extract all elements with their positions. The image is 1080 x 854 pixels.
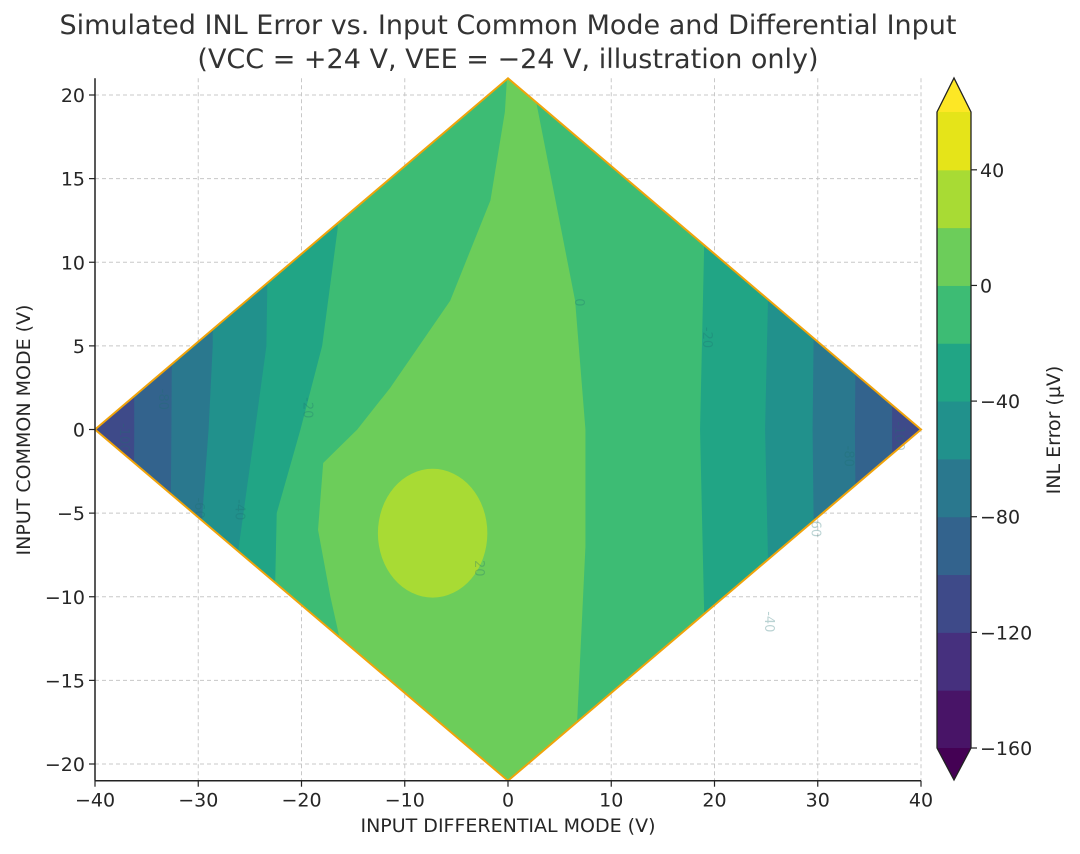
contour-label: 0 [571, 298, 586, 306]
colorbar-tick-label: 0 [980, 275, 992, 297]
y-tick-label: −5 [57, 503, 85, 525]
colorbar-band [937, 343, 971, 402]
colorbar-band [937, 632, 971, 691]
contour-label: -100 [891, 421, 906, 451]
contour-label: 20 [471, 560, 486, 577]
colorbar-band [937, 458, 971, 518]
colorbar-band [937, 227, 971, 286]
colorbar-tick-label: 40 [980, 160, 1004, 182]
y-tick-label: −15 [45, 670, 85, 692]
contour-band [318, 78, 586, 781]
colorbar-band [937, 690, 971, 749]
axes: −40 −30 −20 −10 0 10 20 30 40 −20 −15 −10 −5 0 5 10 15 20 [45, 78, 933, 812]
contour-band [377, 468, 488, 598]
contour-label: -20 [699, 327, 714, 348]
x-tick-label: −10 [385, 790, 425, 812]
x-tick-label: 10 [599, 790, 623, 812]
colorbar-tick-label: −40 [980, 391, 1020, 413]
x-tick-label: 0 [502, 790, 514, 812]
chart-subtitle: (VCC = +24 V, VEE = −24 V, illustration … [197, 44, 818, 75]
chart-title: Simulated INL Error vs. Input Common Mod… [60, 10, 957, 41]
colorbar-band [937, 112, 971, 171]
colorbar: 40 0 −40 −80 −120 −160 [936, 76, 1032, 782]
contour-label: -60 [191, 497, 206, 518]
y-tick-label: 15 [61, 169, 85, 191]
x-tick-label: −20 [281, 790, 321, 812]
x-tick-label: −40 [75, 790, 115, 812]
x-tick-label: 20 [702, 790, 726, 812]
y-tick-label: 20 [61, 85, 85, 107]
x-tick-label: −30 [178, 790, 218, 812]
y-tick-label: −10 [45, 587, 85, 609]
contour-label: -60 [808, 516, 823, 537]
contour-label: -100 [116, 423, 131, 453]
y-tick-label: 0 [73, 420, 85, 442]
x-tick-label: 40 [909, 790, 933, 812]
y-tick-label: 10 [61, 252, 85, 274]
colorbar-band [937, 285, 971, 344]
x-tick-label: 30 [806, 790, 830, 812]
contour-label: -40 [761, 611, 776, 632]
colorbar-extend-above [937, 78, 971, 112]
domain-outline [93, 76, 923, 783]
colorbar-band [937, 574, 971, 633]
y-tick-label: 5 [73, 336, 85, 358]
colorbar-band [937, 401, 971, 460]
colorbar-extend-below [937, 748, 971, 780]
y-tick-label: −20 [45, 754, 85, 776]
contour-label: -20 [300, 397, 315, 418]
colorbar-tick-label: −80 [980, 507, 1020, 529]
colorbar-band [937, 169, 971, 229]
contour-label: -40 [231, 499, 246, 520]
y-axis-label: INPUT COMMON MODE (V) [13, 305, 35, 556]
contour-label: -80 [155, 389, 170, 410]
colorbar-label: INL Error (µV) [1043, 366, 1065, 495]
contour-fill [95, 78, 921, 781]
x-axis-label: INPUT DIFFERENTIAL MODE (V) [360, 815, 655, 837]
colorbar-band [937, 516, 971, 576]
colorbar-tick-label: −120 [980, 622, 1032, 644]
contour-label: -80 [841, 446, 856, 467]
colorbar-tick-label: −160 [980, 738, 1032, 760]
